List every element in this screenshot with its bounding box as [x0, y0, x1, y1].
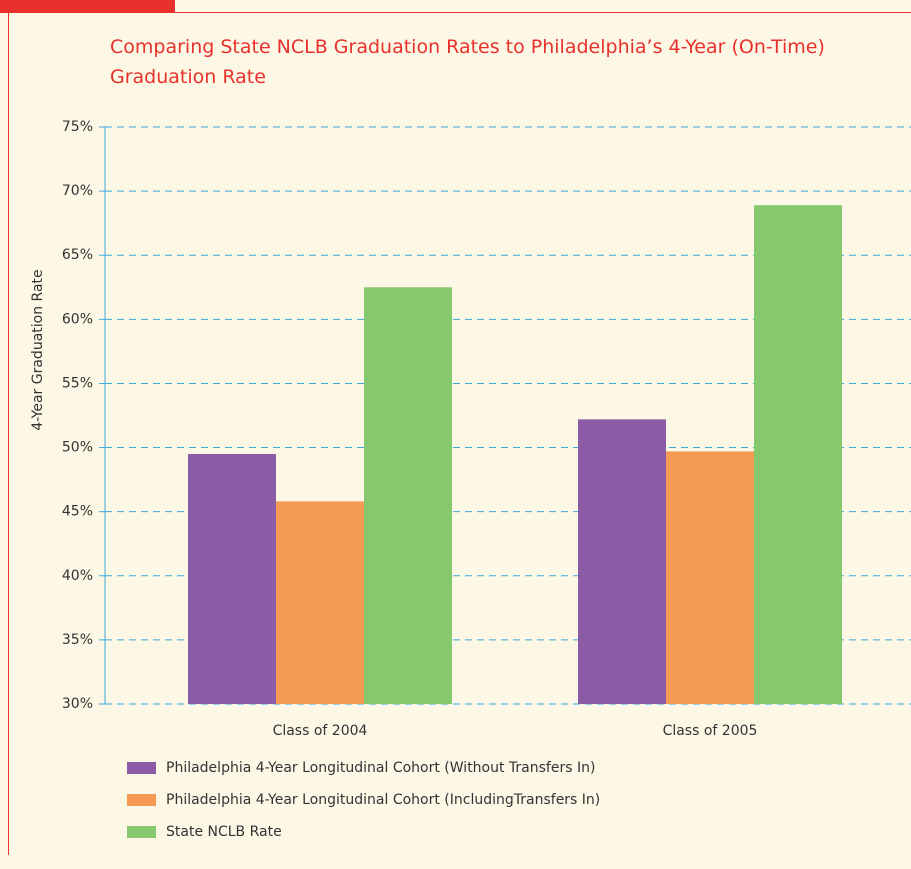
y-tick-label: 65% [62, 247, 93, 263]
y-tick-label: 30% [62, 696, 93, 712]
y-tick-label: 70% [62, 183, 93, 199]
bar [754, 205, 842, 704]
bar [188, 453, 276, 704]
legend-label: State NCLB Rate [166, 824, 282, 840]
header-tab [0, 0, 175, 12]
y-tick-label: 75% [62, 119, 93, 135]
legend-label: Philadelphia 4-Year Longitudinal Cohort … [166, 760, 595, 776]
chart-title: Comparing State NCLB Graduation Rates to… [110, 36, 825, 88]
bar [666, 451, 754, 704]
y-tick-label: 35% [62, 632, 93, 648]
legend-label: Philadelphia 4-Year Longitudinal Cohort … [166, 792, 600, 808]
y-tick-label: 40% [62, 568, 93, 584]
x-tick-label: Class of 2005 [663, 723, 758, 739]
bar [276, 501, 364, 704]
legend-swatch [127, 794, 156, 806]
bar [364, 287, 452, 704]
y-tick-label: 45% [62, 504, 93, 520]
y-axis-label: 4-Year Graduation Rate [30, 269, 46, 430]
y-tick-label: 60% [62, 311, 93, 327]
y-tick-label: 55% [62, 375, 93, 391]
bar [578, 419, 666, 704]
legend-swatch [127, 762, 156, 774]
x-tick-label: Class of 2004 [273, 723, 368, 739]
y-tick-label: 50% [62, 440, 93, 456]
legend-swatch [127, 826, 156, 838]
